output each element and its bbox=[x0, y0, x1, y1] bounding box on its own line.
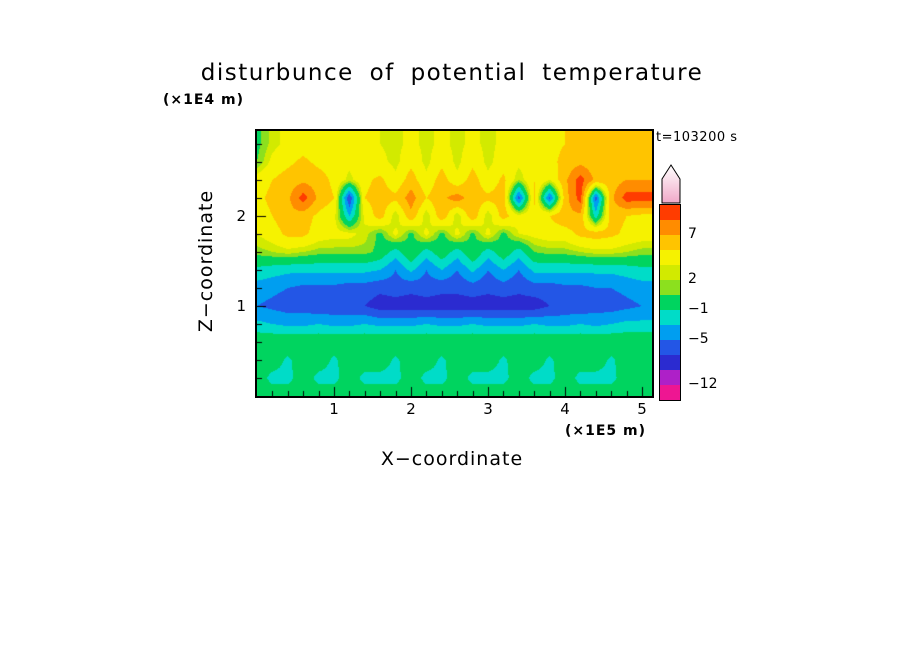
x-axis-unit: (×1E5 m) bbox=[565, 423, 647, 439]
x-tick-label: 4 bbox=[560, 400, 570, 418]
x-tick-label: 1 bbox=[329, 400, 339, 418]
y-axis-label: Z−coordinate bbox=[195, 189, 217, 333]
x-axis-label: X−coordinate bbox=[380, 448, 524, 470]
y-tick-label: 2 bbox=[236, 207, 246, 225]
colorbar-segment bbox=[660, 295, 680, 310]
colorbar-segment bbox=[660, 235, 680, 250]
colorbar-segment bbox=[660, 205, 680, 220]
colorbar-segment bbox=[660, 265, 680, 280]
x-tick-label: 3 bbox=[483, 400, 493, 418]
colorbar-segment bbox=[660, 310, 680, 325]
colorbar-segment bbox=[660, 355, 680, 370]
colorbar-segment bbox=[660, 280, 680, 295]
time-annotation: t=103200 s bbox=[656, 130, 738, 145]
plot-area bbox=[255, 129, 654, 398]
y-axis-unit: (×1E4 m) bbox=[163, 92, 245, 108]
colorbar-segment bbox=[660, 325, 680, 340]
colorbar-segment bbox=[660, 250, 680, 265]
colorbar-arrow-icon bbox=[661, 164, 681, 204]
x-tick-label: 2 bbox=[406, 400, 416, 418]
colorbar-label: −12 bbox=[688, 376, 718, 392]
colorbar-segment bbox=[660, 340, 680, 355]
colorbar-label: 2 bbox=[688, 271, 697, 287]
colorbar-label: 7 bbox=[688, 226, 697, 242]
colorbar-segment bbox=[660, 370, 680, 385]
colorbar bbox=[659, 204, 681, 401]
colorbar-label: −1 bbox=[688, 301, 709, 317]
colorbar-segment bbox=[660, 385, 680, 400]
x-tick-label: 5 bbox=[637, 400, 647, 418]
colorbar-label: −5 bbox=[688, 331, 709, 347]
colorbar-segment bbox=[660, 220, 680, 235]
heatmap-canvas bbox=[257, 131, 652, 396]
chart-title: disturbunce of potential temperature bbox=[200, 60, 704, 86]
y-tick-label: 1 bbox=[236, 297, 246, 315]
